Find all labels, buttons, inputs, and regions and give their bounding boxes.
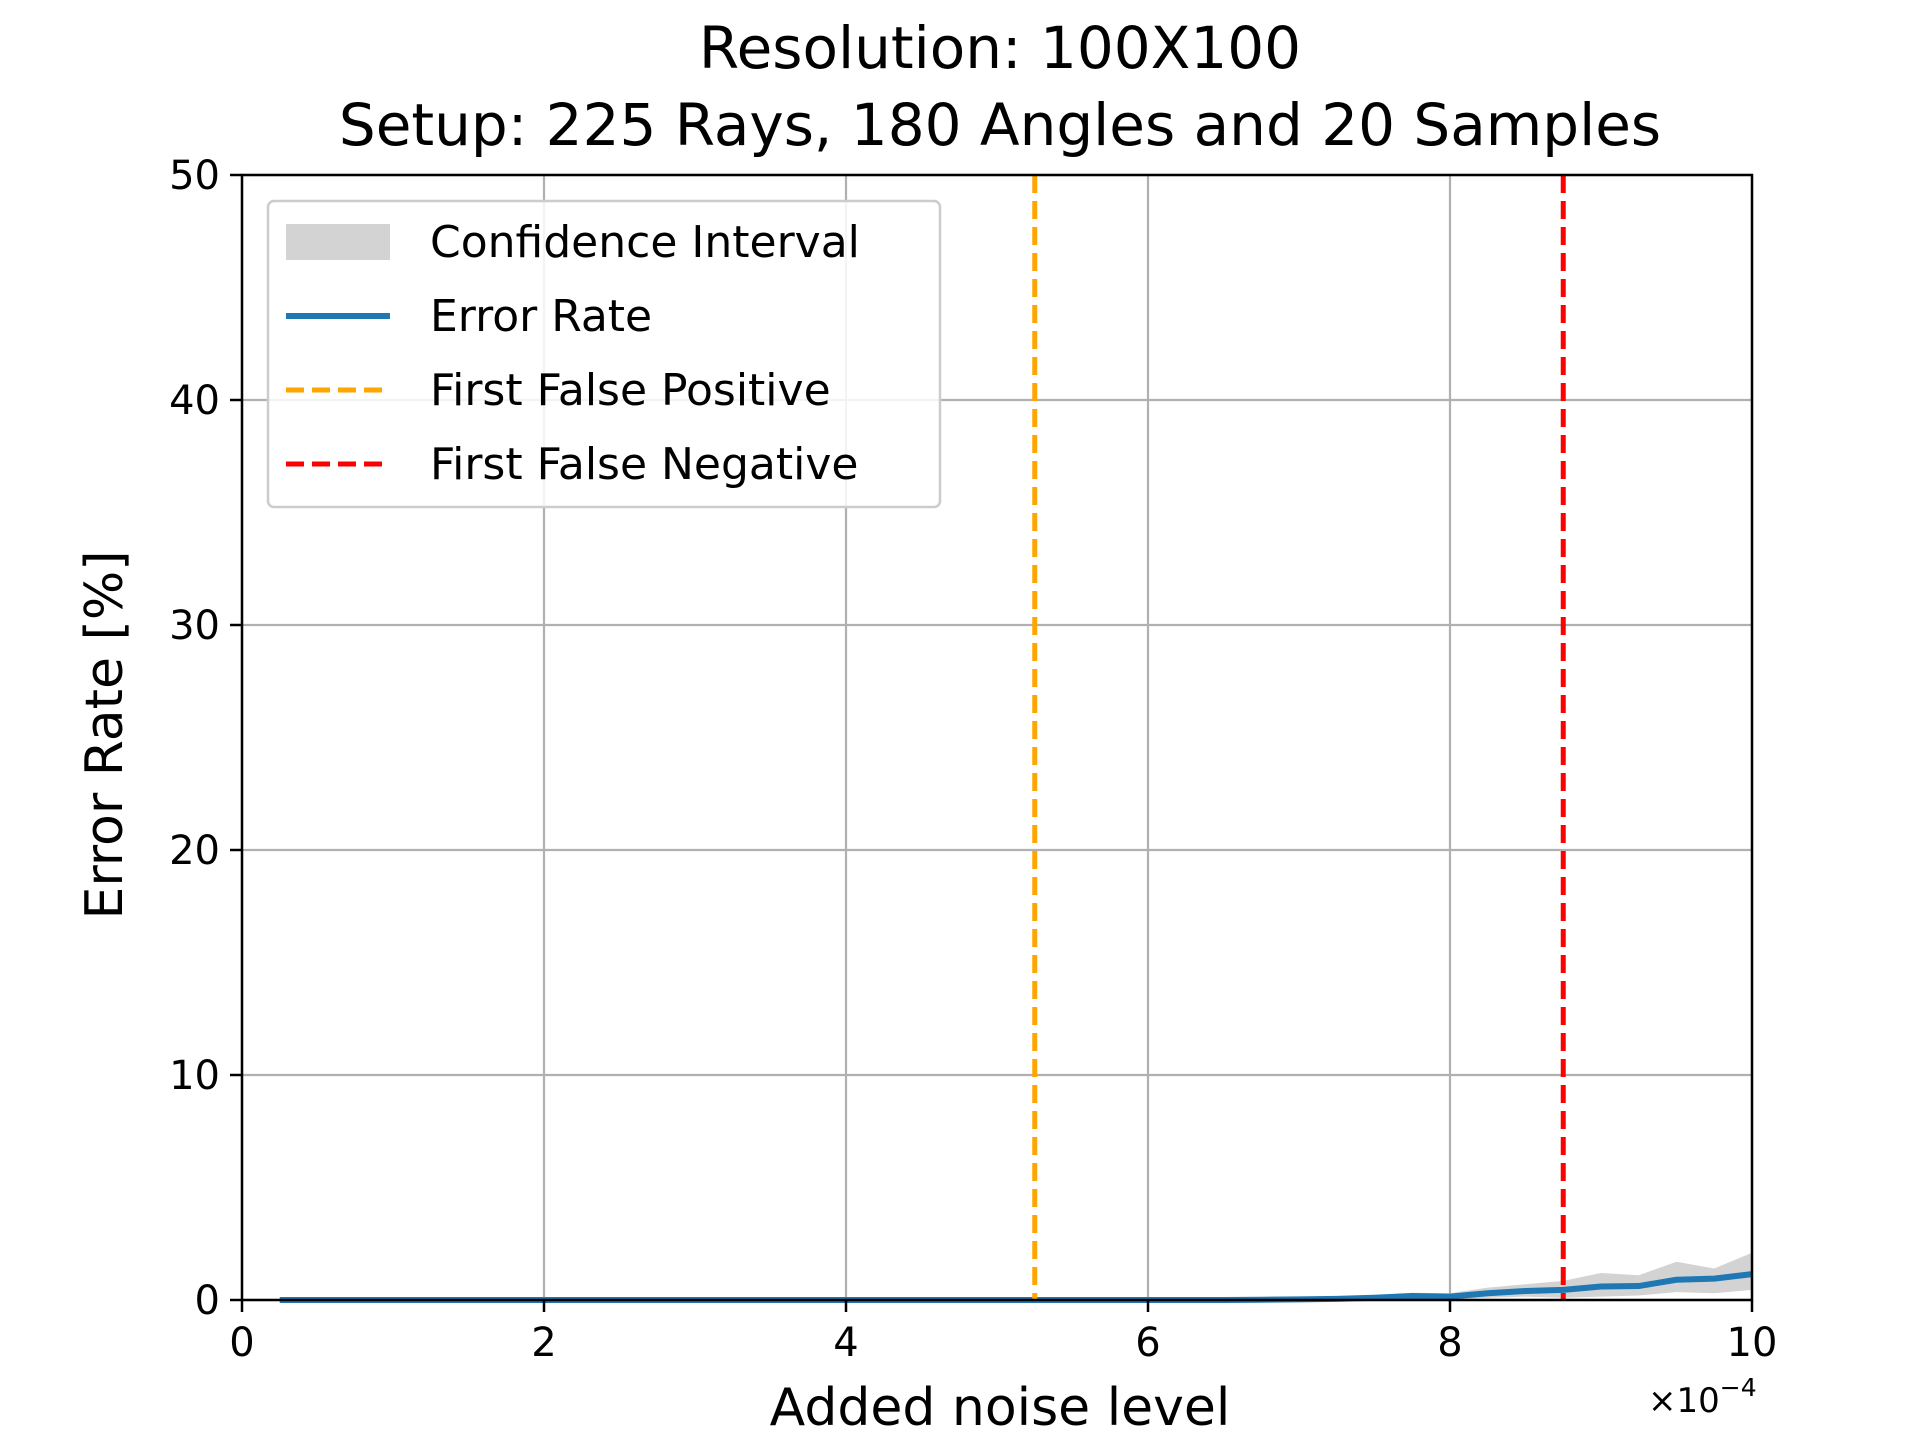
chart-title-line-2: Setup: 225 Rays, 180 Angles and 20 Sampl… bbox=[339, 91, 1661, 159]
legend: Confidence Interval Error Rate First False… bbox=[266, 199, 942, 509]
x-axis-label: Added noise level bbox=[770, 1378, 1231, 1438]
plot-area-frame bbox=[240, 173, 1754, 1302]
x-tick-label: 10 bbox=[1727, 1320, 1778, 1366]
x-tick-label: 8 bbox=[1437, 1320, 1462, 1366]
y-tick-label: 30 bbox=[169, 603, 220, 649]
y-tick-label: 0 bbox=[195, 1278, 220, 1324]
x-axis-offset-exponent: −4 bbox=[1720, 1373, 1757, 1402]
confidence-band-layer bbox=[279, 1252, 1752, 1300]
legend-first-false-positive-label: First False Positive bbox=[430, 365, 831, 416]
x-axis-offset-text: ×10−4 bbox=[1648, 1373, 1757, 1421]
legend-first-false-negative-label: First False Negative bbox=[430, 439, 858, 490]
x-axis-offset-base: ×10 bbox=[1648, 1381, 1720, 1421]
x-tick-label: 6 bbox=[1135, 1320, 1160, 1366]
y-axis-label: Error Rate [%] bbox=[75, 550, 135, 919]
y-axis-ticks: 0 10 20 30 40 50 bbox=[169, 153, 242, 1324]
legend-confidence-interval-label: Confidence Interval bbox=[430, 217, 860, 268]
vertical-lines-layer bbox=[1032, 175, 1566, 1300]
y-tick-label: 40 bbox=[169, 378, 220, 424]
confidence-interval-band bbox=[279, 1252, 1752, 1300]
x-tick-label: 0 bbox=[229, 1320, 254, 1366]
y-tick-label: 10 bbox=[169, 1053, 220, 1099]
y-tick-label: 50 bbox=[169, 153, 220, 199]
chart-title-line-1: Resolution: 100X100 bbox=[699, 14, 1301, 82]
x-tick-label: 4 bbox=[833, 1320, 858, 1366]
legend-confidence-interval-swatch bbox=[286, 224, 390, 260]
y-tick-label: 20 bbox=[169, 828, 220, 874]
x-tick-label: 2 bbox=[531, 1320, 556, 1366]
legend-items: Confidence Interval Error Rate First False… bbox=[286, 217, 860, 490]
legend-box bbox=[266, 199, 942, 509]
x-axis-ticks: 0 2 4 6 8 10 bbox=[229, 1300, 1777, 1366]
legend-error-rate-label: Error Rate bbox=[430, 291, 652, 342]
